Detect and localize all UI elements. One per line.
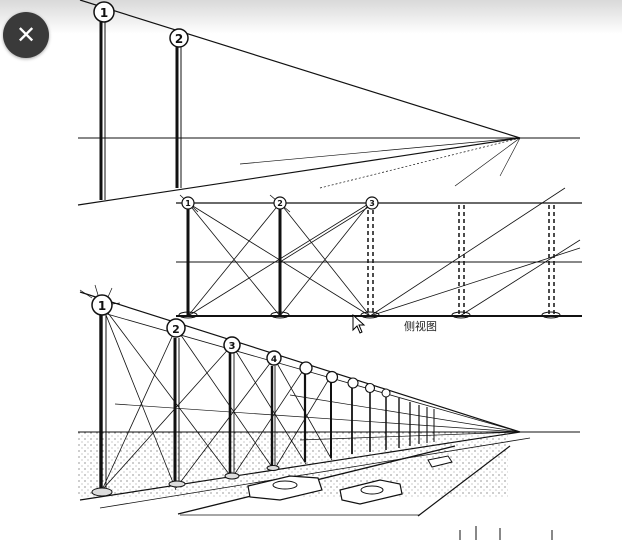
side-view-caption: 侧视图 (404, 320, 437, 333)
panel2-marker-1: 1 (185, 199, 191, 208)
panel-street-perspective (78, 284, 580, 540)
close-icon: ✕ (15, 21, 37, 49)
panel3-marker-1: 1 (98, 299, 106, 313)
panel3-marker-3: 3 (229, 341, 236, 352)
panel1-marker-1: 1 (100, 6, 108, 20)
panel1-marker-2: 2 (175, 32, 183, 46)
panel-top-perspective (77, 0, 580, 206)
panel2-marker-2: 2 (277, 199, 283, 208)
close-button[interactable]: ✕ (3, 12, 49, 58)
mouse-cursor-icon (352, 314, 366, 334)
panel-side-view (176, 187, 582, 319)
panel3-marker-4: 4 (271, 355, 277, 365)
panel3-marker-2: 2 (172, 323, 180, 336)
panel2-marker-3: 3 (369, 199, 375, 208)
